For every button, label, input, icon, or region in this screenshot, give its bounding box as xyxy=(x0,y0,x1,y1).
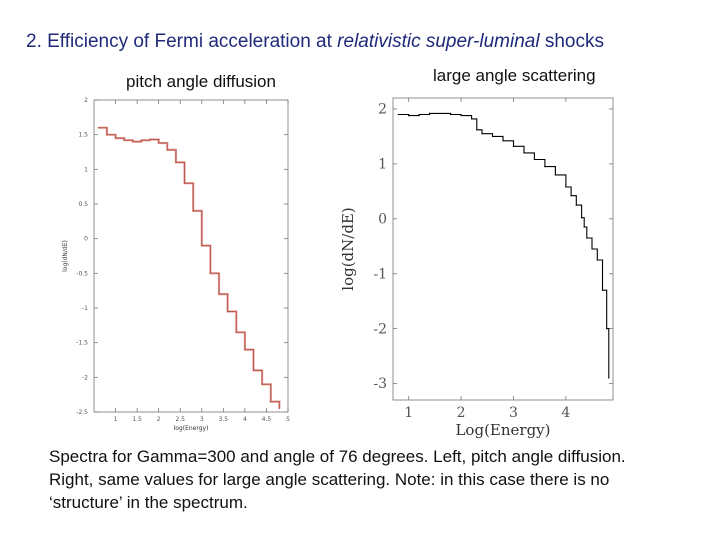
x-tick-label: 2 xyxy=(157,416,161,423)
spectrum-line-envelope xyxy=(98,126,281,409)
data-point xyxy=(149,138,151,141)
x-tick-label: 2.5 xyxy=(175,416,185,423)
y-tick-label: 1.5 xyxy=(78,132,88,139)
data-point xyxy=(554,174,556,176)
y-tick-label: 1 xyxy=(84,166,88,173)
x-tick-label: 2 xyxy=(457,405,466,421)
data-point xyxy=(596,259,598,261)
data-point xyxy=(565,186,567,188)
x-axis-label: Log(Energy) xyxy=(455,421,550,439)
right-panel-label: large angle scattering xyxy=(433,66,596,85)
data-point xyxy=(580,217,583,219)
data-point xyxy=(397,113,399,116)
y-tick-label: -1 xyxy=(82,305,88,312)
title-suffix: shocks xyxy=(539,31,604,52)
y-tick-label: 2 xyxy=(84,97,88,104)
x-tick-label: 3 xyxy=(509,405,518,421)
data-point xyxy=(601,289,604,291)
data-point xyxy=(183,182,186,184)
y-tick-label: -2 xyxy=(82,374,88,381)
data-point xyxy=(244,349,246,351)
x-tick-label: 1.5 xyxy=(132,416,142,423)
data-point xyxy=(570,195,572,197)
data-point xyxy=(158,142,160,144)
y-tick-label: -3 xyxy=(373,376,387,392)
data-point xyxy=(533,158,536,161)
x-axis-label: log(Energy) xyxy=(174,425,209,432)
data-point xyxy=(114,137,117,139)
data-point xyxy=(201,245,203,247)
y-tick-label: -1.5 xyxy=(76,340,88,347)
y-tick-label: -1 xyxy=(373,266,387,282)
y-tick-label: 2 xyxy=(378,102,387,118)
y-tick-label: 0.5 xyxy=(78,201,88,208)
y-axis-label: log(dN/dE) xyxy=(339,207,357,290)
x-tick-label: 3.5 xyxy=(219,416,229,423)
data-point xyxy=(606,328,608,330)
data-point xyxy=(192,210,194,212)
y-tick-label: 1 xyxy=(378,157,387,173)
data-point xyxy=(575,204,577,206)
data-point xyxy=(408,114,410,117)
data-point xyxy=(502,140,504,142)
data-point xyxy=(481,133,483,135)
data-point xyxy=(450,113,452,116)
data-point xyxy=(218,293,220,295)
data-point xyxy=(175,161,177,163)
data-point xyxy=(166,149,168,151)
data-point xyxy=(429,112,431,114)
data-point xyxy=(261,383,263,385)
left-chart: 2 1.5 1 0.5 0 -0.5 -1 -1.5 -2 -2.5 1 1.5 2 2.5 3 3.5 4 4.… xyxy=(62,97,290,432)
title-italic: relativistic super-luminal xyxy=(337,31,540,52)
y-axis-label: log(dN/dE) xyxy=(62,240,69,272)
caption: Spectra for Gamma=300 and angle of 76 de… xyxy=(49,447,626,512)
y-tick-label: -0.5 xyxy=(76,270,88,277)
x-tick-label: 4.5 xyxy=(262,416,272,423)
data-point xyxy=(235,331,237,333)
data-point xyxy=(460,114,462,117)
data-point xyxy=(439,112,441,114)
data-point xyxy=(123,139,125,141)
y-tick-label: -2 xyxy=(373,321,387,337)
data-point xyxy=(278,407,280,410)
plot-frame xyxy=(392,97,614,401)
spectrum-line xyxy=(98,127,280,409)
right-chart: 2 1 0 -1 -2 -3 1 2 3 4 Log(Energy) log(dN/dE) xyxy=(339,97,614,439)
x-tick-label: 3 xyxy=(200,416,204,423)
data-point xyxy=(227,310,229,313)
data-point xyxy=(608,377,610,379)
spectrum-line xyxy=(398,112,610,378)
x-tick-label: 1 xyxy=(114,416,118,423)
y-tick-label: 0 xyxy=(84,236,88,243)
data-point xyxy=(270,401,272,403)
data-point xyxy=(583,226,585,228)
data-point xyxy=(470,118,473,120)
data-point xyxy=(544,166,546,168)
data-point xyxy=(140,139,143,141)
title-prefix: 2. Efficiency of Fermi acceleration at xyxy=(26,31,338,52)
data-point xyxy=(132,141,134,143)
x-tick-label: 5 xyxy=(286,416,290,423)
data-point xyxy=(523,152,525,154)
data-point xyxy=(586,237,588,239)
data-point xyxy=(491,135,494,138)
plot-frame xyxy=(93,99,289,413)
data-point xyxy=(209,272,211,274)
data-point xyxy=(591,248,593,250)
data-point xyxy=(418,113,420,116)
data-point xyxy=(252,369,255,371)
data-point xyxy=(476,129,478,131)
slide-title: 2. Efficiency of Fermi acceleration at r… xyxy=(26,31,604,53)
y-tick-label: -2.5 xyxy=(76,409,88,416)
data-point xyxy=(512,145,515,147)
y-tick-label: 0 xyxy=(378,211,387,227)
data-point xyxy=(106,134,108,136)
x-tick-label: 4 xyxy=(561,405,570,421)
left-panel-label: pitch angle diffusion xyxy=(126,72,276,91)
data-point xyxy=(97,127,99,129)
x-tick-label: 1 xyxy=(404,405,413,421)
x-tick-label: 4 xyxy=(243,416,247,423)
